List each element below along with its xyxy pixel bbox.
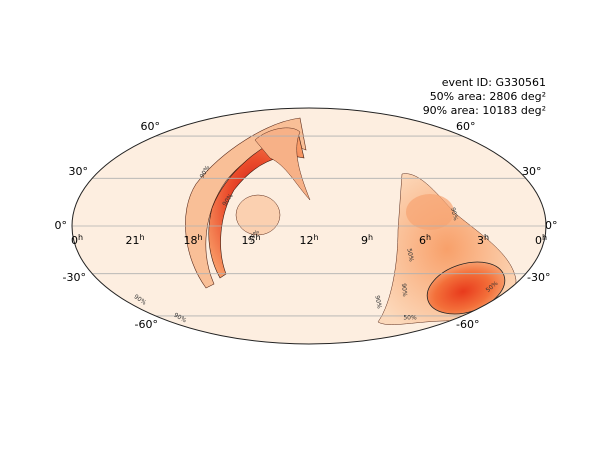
latitude-label: 30° (522, 165, 542, 178)
longitude-unit: h (426, 233, 431, 242)
latitude-label: -30° (527, 271, 550, 284)
sky-boundary (71, 107, 547, 345)
latitude-label: -60° (135, 318, 158, 331)
longitude-unit: h (484, 233, 489, 242)
longitude-hours: 12 (299, 234, 313, 247)
longitude-hours: 18 (183, 234, 197, 247)
longitude-unit: h (78, 233, 83, 242)
contour-label: 90% (373, 295, 382, 310)
contour-label: 50% (403, 315, 417, 322)
annotation-line: 50% area: 2806 deg² (430, 90, 546, 103)
probability-patch (235, 194, 281, 236)
longitude-hours: 9 (361, 234, 368, 247)
latitude-label: 30° (69, 165, 89, 178)
longitude-label: 0h (71, 233, 83, 248)
longitude-unit: h (542, 233, 547, 242)
probability-patch (406, 194, 454, 230)
probability-map (185, 117, 517, 325)
contour-label: 90% (449, 207, 459, 222)
longitude-label: 0h (535, 233, 547, 248)
latitude-label: 0° (55, 219, 68, 232)
latitude-label: -30° (63, 271, 86, 284)
longitude-hours: 0 (535, 234, 542, 247)
latitude-label: 0° (545, 219, 558, 232)
longitude-label: 18h (183, 233, 202, 248)
longitude-label: 21h (125, 233, 144, 248)
longitude-unit: h (197, 233, 202, 242)
longitude-label: 15h (241, 233, 260, 248)
longitude-hours: 3 (477, 234, 484, 247)
longitude-hours: 21 (125, 234, 139, 247)
longitude-hours: 0 (71, 234, 78, 247)
longitude-unit: h (139, 233, 144, 242)
longitude-hours: 15 (241, 234, 255, 247)
longitude-unit: h (368, 233, 373, 242)
latitude-label: -60° (456, 318, 479, 331)
annotation-line: 90% area: 10183 deg² (423, 104, 546, 117)
longitude-label: 9h (361, 233, 373, 248)
latitude-label: 60° (141, 120, 161, 133)
annotation-line: event ID: G330561 (442, 76, 546, 89)
latitude-label: 60° (456, 120, 476, 133)
longitude-label: 6h (419, 233, 431, 248)
contour-label: 90% (400, 283, 408, 297)
probability-hook (254, 127, 311, 201)
longitude-unit: h (313, 233, 318, 242)
contour-label: 50% (405, 248, 414, 263)
longitude-label: 12h (299, 233, 318, 248)
longitude-unit: h (255, 233, 260, 242)
longitude-label: 3h (477, 233, 489, 248)
longitude-hours: 6 (419, 234, 426, 247)
